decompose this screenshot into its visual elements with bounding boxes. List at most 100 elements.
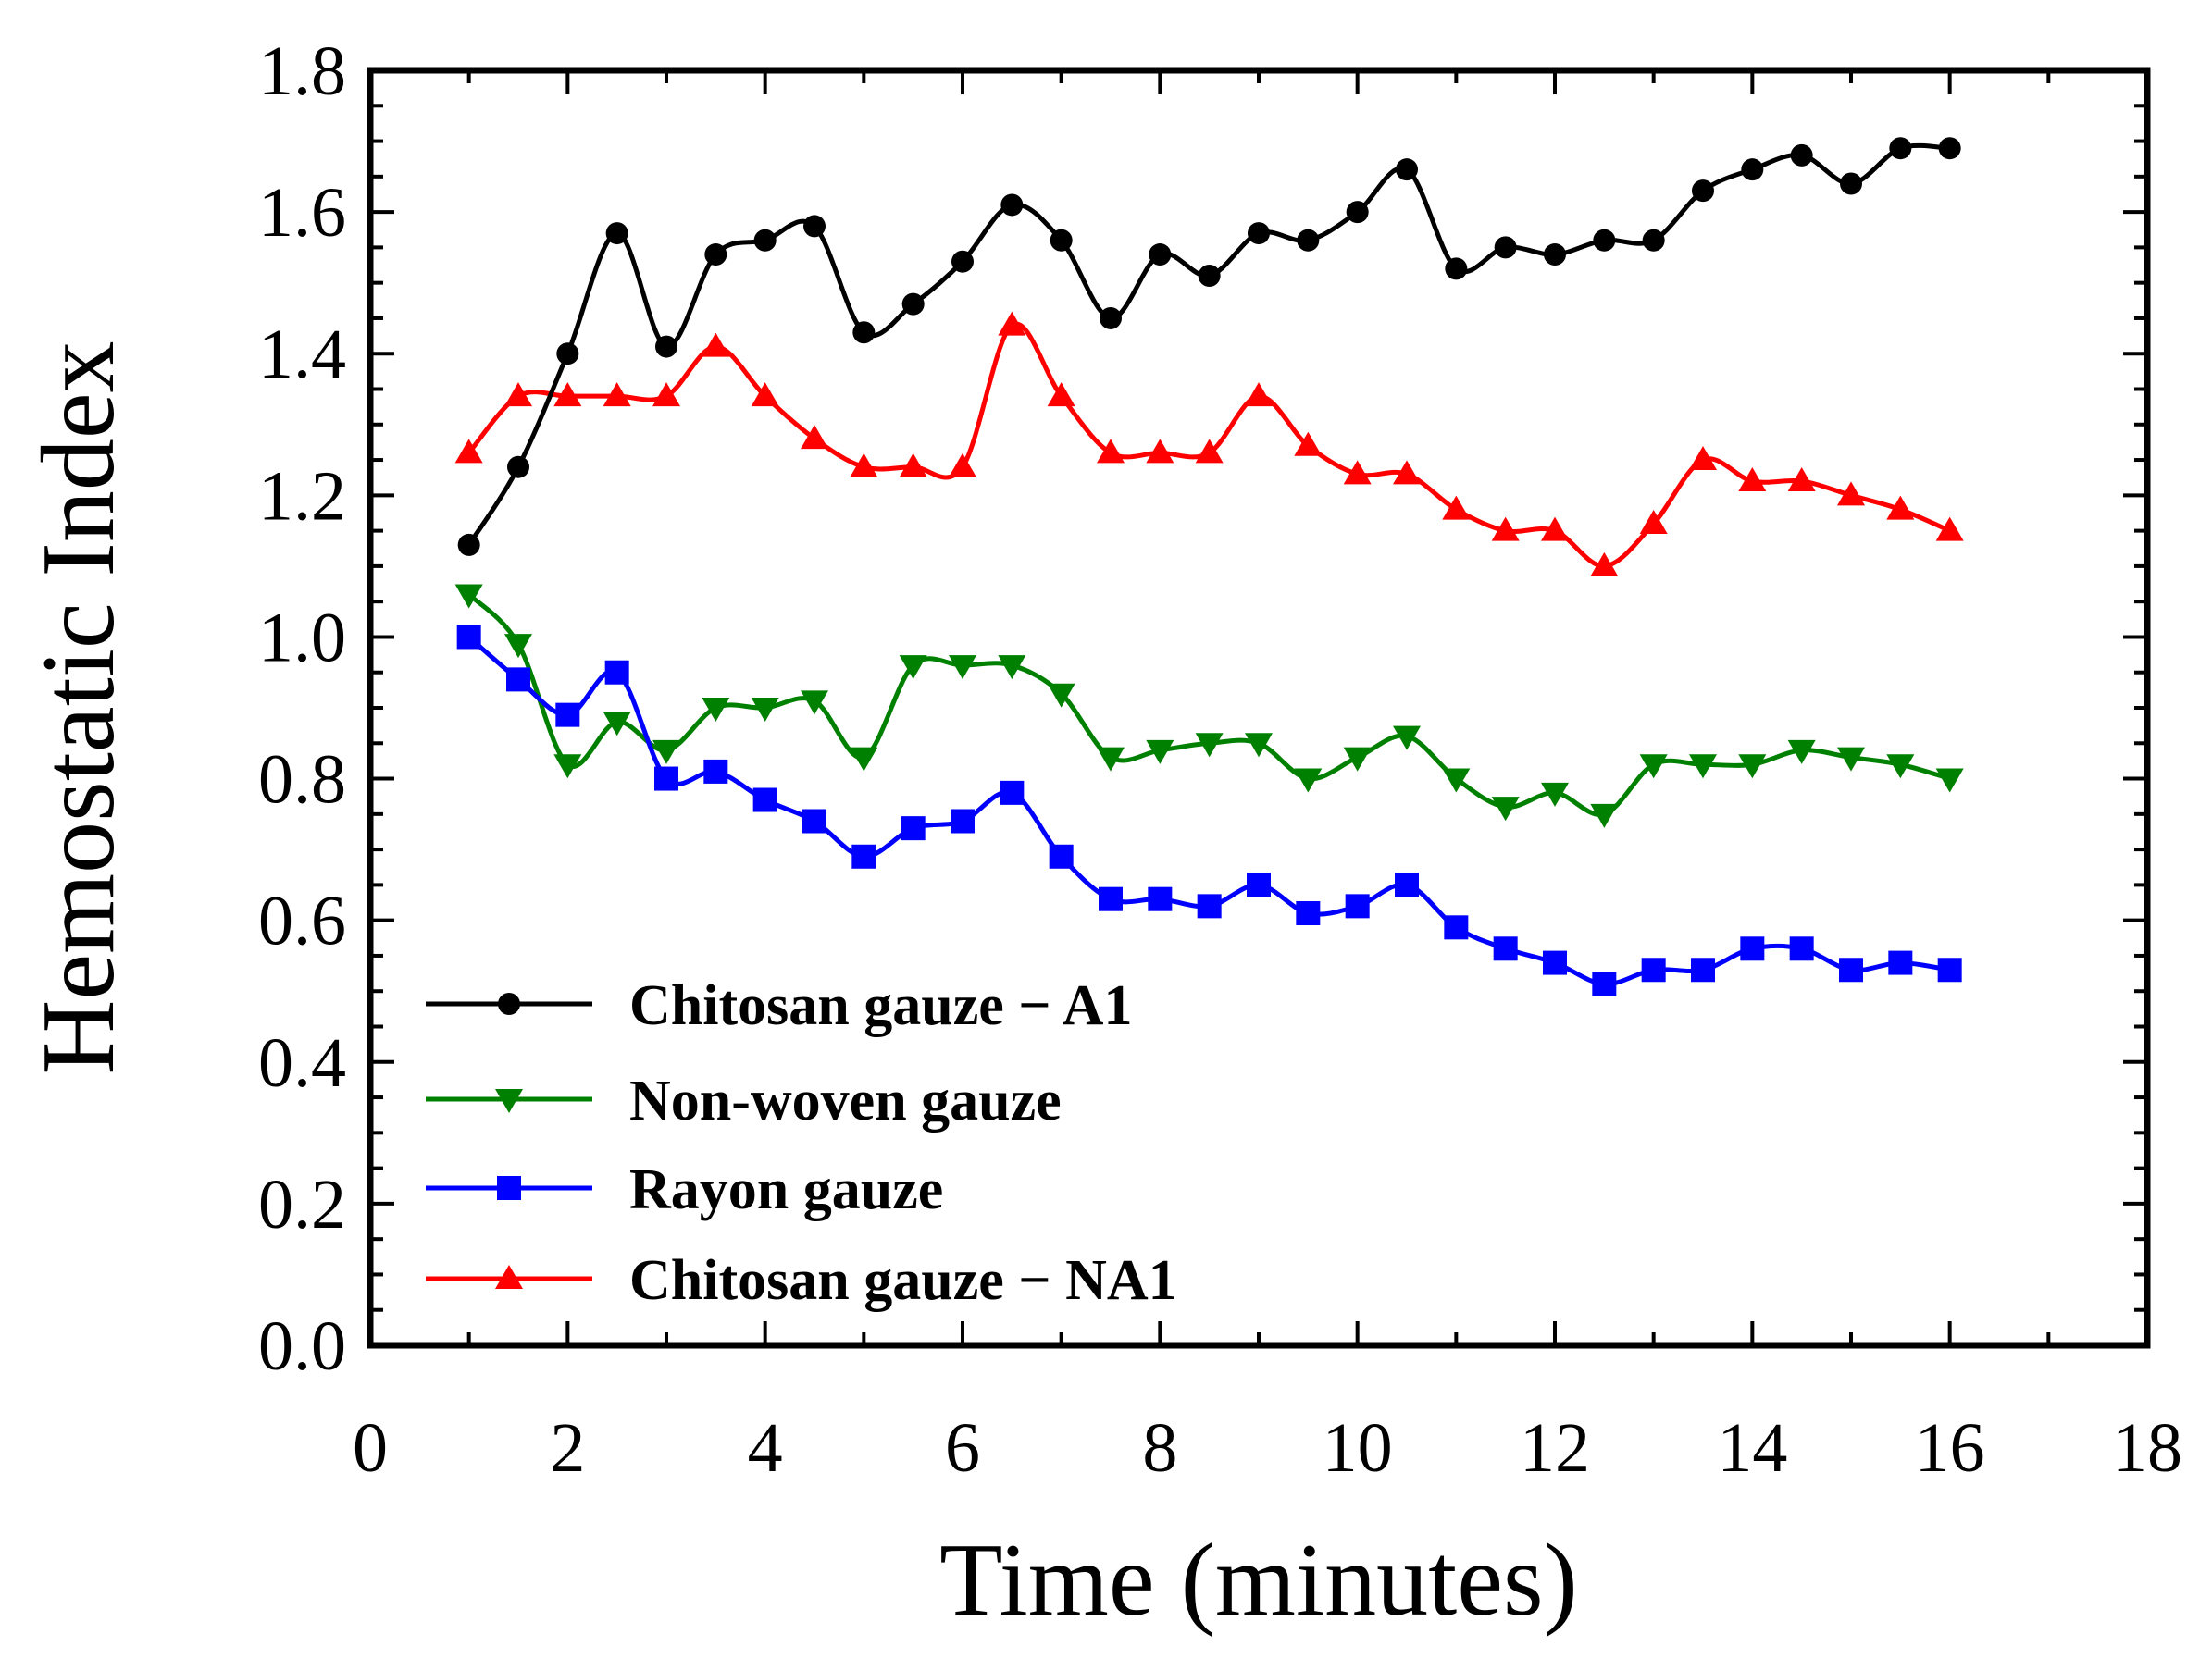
data-point	[704, 243, 727, 266]
data-point	[703, 759, 728, 784]
data-point	[801, 690, 828, 715]
legend: Chitosan gauze − A1 Non-woven gauze Rayon …	[426, 974, 1177, 1312]
y-tick-label: 0.2	[258, 1166, 346, 1244]
data-point	[654, 766, 678, 791]
data-point	[1149, 243, 1172, 266]
data-point	[1097, 439, 1125, 464]
data-point	[1000, 780, 1025, 805]
data-point	[1790, 143, 1813, 167]
data-point	[1592, 972, 1617, 996]
data-point	[1590, 551, 1619, 576]
data-point	[899, 655, 927, 680]
data-point	[851, 844, 876, 869]
x-tick-label: 10	[1323, 1409, 1393, 1487]
data-point	[1840, 172, 1862, 195]
data-point	[1789, 936, 1814, 961]
x-tick-label: 14	[1717, 1409, 1787, 1487]
data-point	[1937, 958, 1962, 983]
legend-marker	[495, 1265, 523, 1289]
data-point	[1346, 201, 1369, 224]
data-point	[1395, 873, 1419, 897]
data-point	[1738, 754, 1767, 779]
data-point	[1593, 229, 1616, 252]
data-point	[949, 452, 976, 477]
data-point	[1590, 803, 1619, 828]
data-point	[803, 215, 826, 238]
data-point	[603, 382, 631, 407]
y-tick-label: 0.8	[258, 741, 346, 819]
y-tick-label: 0.0	[258, 1307, 346, 1385]
data-point	[852, 321, 876, 344]
data-point	[456, 625, 481, 650]
plot-area-frame	[367, 67, 2151, 1349]
data-point	[1296, 901, 1321, 926]
data-point	[1837, 481, 1865, 506]
data-point	[850, 452, 878, 477]
legend-marker	[497, 1176, 521, 1200]
x-axis-title: Time (minutes)	[939, 1523, 1578, 1638]
legend-label: Chitosan gauze − A1	[629, 974, 1132, 1037]
data-point	[603, 712, 631, 736]
data-point	[1343, 460, 1372, 485]
legend-label: Chitosan gauze − NA1	[629, 1249, 1177, 1312]
data-point	[1639, 509, 1668, 534]
data-point	[1544, 243, 1566, 266]
data-point	[506, 667, 530, 692]
data-point	[752, 787, 777, 812]
data-point	[1494, 236, 1517, 259]
x-tick-label: 0	[353, 1409, 388, 1487]
x-tick-label: 18	[2112, 1409, 2182, 1487]
data-point	[1787, 739, 1816, 764]
data-point	[1642, 229, 1665, 252]
series-line	[467, 635, 1951, 987]
data-point	[753, 229, 777, 252]
data-point	[1639, 754, 1668, 779]
data-point	[949, 655, 976, 680]
data-point	[1294, 431, 1323, 456]
data-point	[1641, 958, 1666, 983]
data-point	[604, 660, 629, 685]
data-point	[655, 335, 677, 358]
x-tick-label: 2	[550, 1409, 585, 1487]
x-tick-label: 6	[945, 1409, 980, 1487]
data-point	[1886, 754, 1915, 779]
x-tick-labels: 0 2 4 6 8 10 12 14 16 18	[353, 1409, 2182, 1487]
data-point	[899, 452, 927, 477]
data-point	[751, 698, 779, 722]
x-tick-label: 8	[1142, 1409, 1177, 1487]
data-point	[951, 250, 974, 273]
data-point	[1099, 886, 1123, 911]
y-tick-label: 0.6	[258, 883, 346, 960]
data-point	[454, 584, 483, 609]
data-point	[1442, 495, 1471, 520]
data-point	[1146, 439, 1174, 464]
data-point	[555, 702, 580, 727]
y-axis-title: Hemostatic Index	[21, 340, 136, 1074]
series-line	[466, 142, 1950, 547]
data-point	[1195, 439, 1224, 464]
data-point	[553, 754, 582, 779]
data-point	[951, 809, 975, 834]
y-tick-labels: 0.0 0.2 0.4 0.6 0.8 1.0 1.2 1.4 1.6 1.8	[258, 32, 346, 1385]
y-tick-label: 1.4	[258, 316, 346, 393]
data-point	[1146, 739, 1174, 764]
data-point	[556, 342, 579, 365]
data-point	[1837, 747, 1865, 772]
data-point	[850, 747, 878, 772]
data-point	[1491, 516, 1520, 541]
data-point	[1047, 683, 1075, 708]
data-point	[1148, 886, 1173, 911]
data-point	[1691, 958, 1715, 983]
data-point	[1197, 894, 1222, 919]
y-tick-label: 1.2	[258, 457, 346, 535]
data-point	[1839, 958, 1863, 983]
series-group	[454, 584, 1964, 828]
data-point	[901, 292, 925, 316]
data-point	[1294, 768, 1323, 793]
data-point	[1938, 137, 1961, 160]
data-point	[1345, 894, 1370, 919]
data-point	[801, 425, 828, 450]
x-tick-label: 16	[1915, 1409, 1985, 1487]
